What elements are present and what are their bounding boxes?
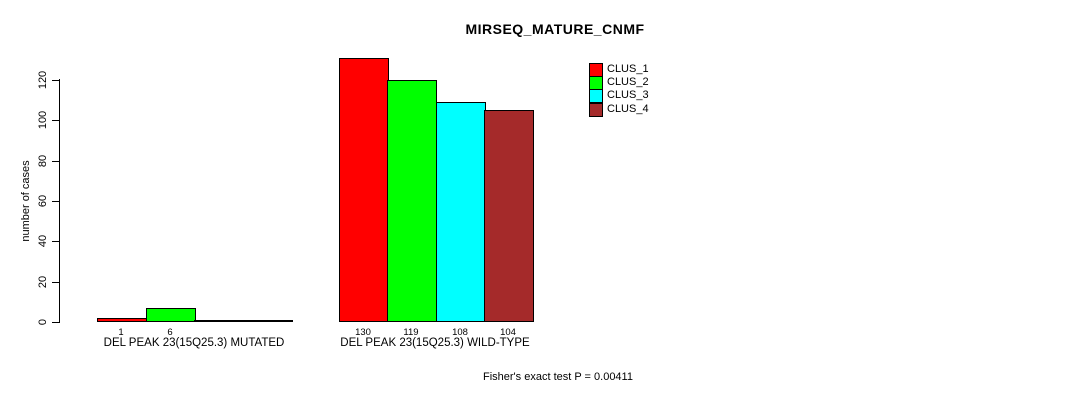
bar-clus_2 (146, 308, 196, 322)
legend-swatch-clus_1 (589, 63, 603, 77)
y-axis-tick (52, 161, 59, 162)
y-axis-tick (52, 120, 59, 121)
bar-value-label: 6 (167, 327, 173, 338)
y-axis-tick (52, 80, 59, 81)
bar-clus_2 (387, 80, 437, 322)
x-axis-group-label-wild-type: DEL PEAK 23(15Q25.3) WILD-TYPE (340, 337, 530, 349)
legend-swatch-clus_3 (589, 89, 603, 103)
bar-clus_4 (484, 110, 534, 322)
y-axis-line (59, 79, 60, 323)
legend-swatch-clus_4 (589, 103, 603, 117)
bar-value-label: 104 (500, 327, 516, 338)
y-axis-tick-label: 40 (37, 234, 49, 248)
y-axis-tick-label: 80 (37, 154, 49, 168)
legend-label: CLUS_3 (607, 89, 649, 101)
y-axis-tick-label: 100 (37, 110, 49, 130)
y-axis-label: number of cases (20, 160, 32, 242)
y-axis-tick-label: 120 (37, 70, 49, 90)
chart-title: MIRSEQ_MATURE_CNMF (465, 21, 645, 37)
y-axis-tick (52, 241, 59, 242)
fisher-test-annotation: Fisher's exact test P = 0.00411 (483, 371, 633, 383)
bar-clus_3 (194, 320, 244, 322)
legend-label: CLUS_2 (607, 76, 649, 88)
y-axis-tick-label: 60 (37, 194, 49, 208)
bar-value-label: 130 (355, 327, 371, 338)
y-axis-tick (52, 322, 59, 323)
legend-label: CLUS_1 (607, 63, 649, 75)
bar-clus_3 (436, 102, 486, 322)
y-axis-tick (52, 201, 59, 202)
bar-clus_1 (97, 318, 147, 322)
legend-swatch-clus_2 (589, 76, 603, 90)
bar-clus_1 (339, 58, 389, 322)
legend-label: CLUS_4 (607, 103, 649, 115)
bar-value-label: 1 (118, 327, 124, 338)
bar-clus_4 (243, 320, 293, 322)
bar-value-label: 119 (403, 327, 419, 338)
y-axis-tick-label: 0 (37, 318, 49, 326)
bar-value-label: 108 (452, 327, 468, 338)
y-axis-tick (52, 282, 59, 283)
x-axis-group-label-mutated: DEL PEAK 23(15Q25.3) MUTATED (103, 337, 285, 349)
y-axis-tick-label: 20 (37, 275, 49, 289)
